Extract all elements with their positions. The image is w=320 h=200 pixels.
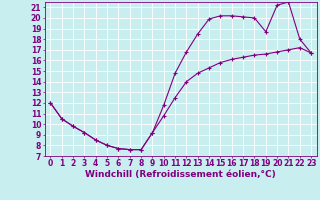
X-axis label: Windchill (Refroidissement éolien,°C): Windchill (Refroidissement éolien,°C) (85, 170, 276, 179)
